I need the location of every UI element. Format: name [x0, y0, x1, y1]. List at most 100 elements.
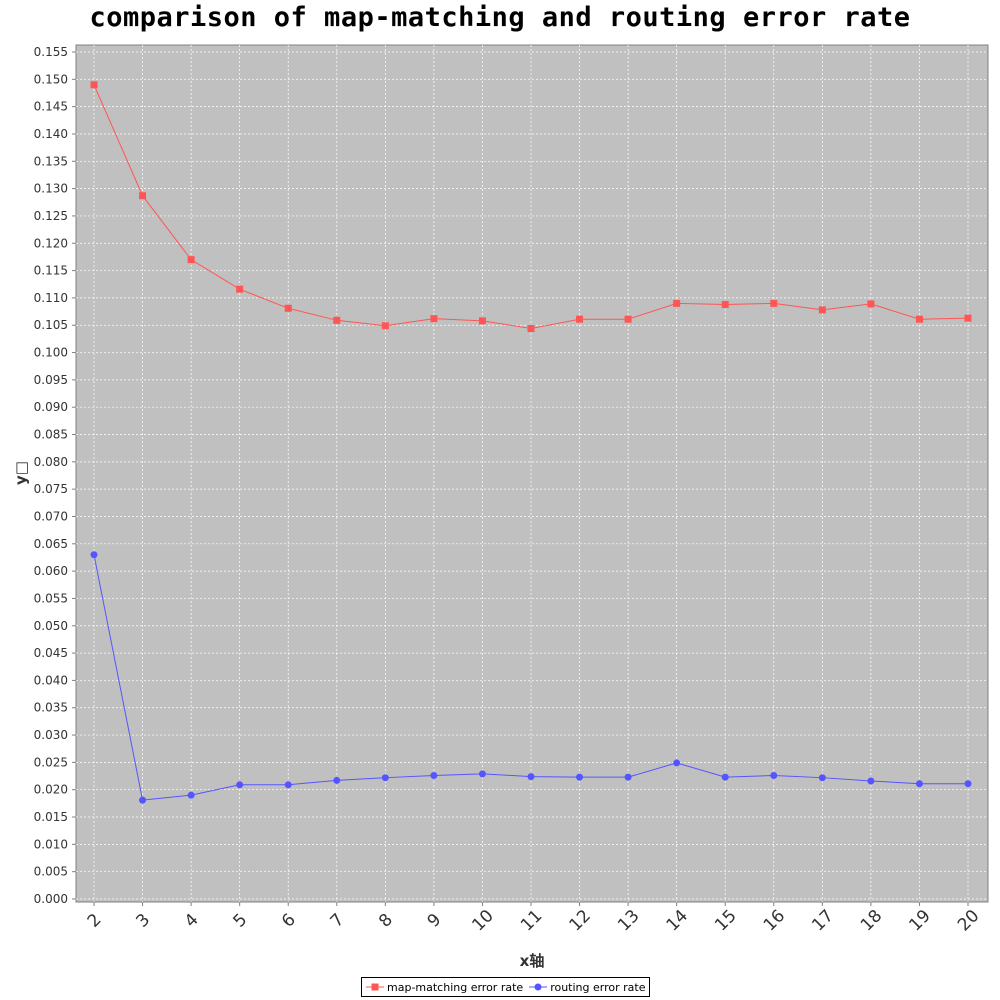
data-point-circle — [333, 776, 341, 784]
y-tick-label: 0.025 — [34, 755, 68, 769]
data-point-square — [770, 299, 778, 307]
y-tick-label: 0.095 — [34, 373, 68, 387]
data-point-square — [187, 256, 195, 264]
x-tick-label: 13 — [614, 906, 643, 935]
legend: map-matching error rate routing error ra… — [361, 977, 651, 997]
data-point-circle — [964, 780, 972, 788]
x-tick-label: 14 — [663, 906, 692, 935]
x-axis-label: x轴 — [520, 952, 545, 970]
x-tick-label: 16 — [760, 906, 789, 935]
data-point-square — [478, 317, 486, 325]
x-tick-label: 9 — [424, 910, 446, 932]
data-point-square — [527, 325, 535, 333]
x-tick-label: 12 — [566, 906, 595, 935]
data-point-circle — [915, 780, 923, 788]
data-point-circle — [478, 770, 486, 778]
data-point-circle — [430, 772, 438, 780]
x-tick-label: 3 — [132, 910, 154, 932]
legend-item-routing: routing error rate — [529, 981, 645, 994]
x-tick-label: 20 — [954, 906, 983, 935]
y-tick-label: 0.135 — [34, 154, 68, 168]
legend-item-map-matching: map-matching error rate — [366, 981, 523, 994]
y-tick-label: 0.075 — [34, 482, 68, 496]
y-tick-label: 0.105 — [34, 318, 68, 332]
x-tick-label: 19 — [905, 906, 934, 935]
y-tick-label: 0.015 — [34, 810, 68, 824]
y-tick-label: 0.085 — [34, 428, 68, 442]
y-axis-label: y□ — [12, 461, 30, 485]
x-tick-label: 17 — [808, 906, 837, 935]
y-tick-label: 0.035 — [34, 701, 68, 715]
y-tick-label: 0.120 — [34, 236, 68, 250]
y-tick-label: 0.060 — [34, 564, 68, 578]
data-point-circle — [624, 773, 632, 781]
x-tick-label: 6 — [278, 910, 300, 932]
data-point-square — [915, 315, 923, 323]
data-point-square — [430, 315, 438, 323]
data-point-circle — [527, 773, 535, 781]
y-tick-label: 0.005 — [34, 865, 68, 879]
data-point-square — [333, 316, 341, 324]
legend-label: map-matching error rate — [387, 980, 524, 994]
data-point-square — [284, 304, 292, 312]
data-point-square — [964, 314, 972, 322]
x-tick-label: 10 — [468, 906, 497, 935]
data-point-circle — [187, 791, 195, 799]
data-point-square — [576, 315, 584, 323]
plot-area — [75, 44, 989, 903]
y-tick-label: 0.130 — [34, 182, 68, 196]
x-tick-label: 2 — [84, 910, 106, 932]
data-point-circle — [818, 774, 826, 782]
data-point-circle — [721, 773, 729, 781]
y-tick-label: 0.145 — [34, 100, 68, 114]
y-tick-label: 0.155 — [34, 45, 68, 59]
data-point-square — [90, 81, 98, 89]
data-point-square — [818, 306, 826, 314]
x-tick-label: 4 — [181, 910, 203, 932]
grid-layer — [76, 45, 988, 902]
y-tick-label: 0.150 — [34, 72, 68, 86]
data-point-circle — [770, 772, 778, 780]
y-tick-label: 0.115 — [34, 264, 68, 278]
y-tick-label: 0.010 — [34, 837, 68, 851]
y-tick-label: 0.100 — [34, 346, 68, 360]
y-tick-label: 0.030 — [34, 728, 68, 742]
data-point-circle — [381, 774, 389, 782]
x-tick-label: 8 — [375, 910, 397, 932]
data-point-square — [867, 300, 875, 308]
x-tick-label: 7 — [327, 910, 349, 932]
data-point-circle — [867, 777, 875, 785]
data-point-square — [139, 192, 147, 200]
x-tick-label: 18 — [857, 906, 886, 935]
data-point-square — [721, 300, 729, 308]
data-point-square — [624, 315, 632, 323]
y-tick-label: 0.000 — [34, 892, 68, 906]
y-tick-label: 0.020 — [34, 783, 68, 797]
data-point-square — [236, 285, 244, 293]
data-point-circle — [576, 773, 584, 781]
y-tick-label: 0.040 — [34, 673, 68, 687]
data-point-square — [673, 299, 681, 307]
legend-label: routing error rate — [550, 980, 646, 994]
x-tick-label: 11 — [517, 906, 546, 935]
chart-title: comparison of map-matching and routing e… — [89, 2, 911, 33]
y-tick-label: 0.055 — [34, 591, 68, 605]
data-point-circle — [139, 796, 147, 804]
y-tick-label: 0.080 — [34, 455, 68, 469]
data-point-square — [381, 322, 389, 330]
data-point-circle — [284, 781, 292, 789]
y-tick-label: 0.050 — [34, 619, 68, 633]
x-tick-label: 5 — [229, 910, 251, 932]
y-tick-label: 0.090 — [34, 400, 68, 414]
y-tick-label: 0.140 — [34, 127, 68, 141]
y-tick-label: 0.110 — [34, 291, 68, 305]
x-tick-label: 15 — [711, 906, 740, 935]
y-tick-label: 0.065 — [34, 537, 68, 551]
y-tick-label: 0.045 — [34, 646, 68, 660]
y-tick-label: 0.125 — [34, 209, 68, 223]
legend-swatch-circle — [529, 983, 548, 991]
data-point-circle — [90, 551, 98, 559]
series-layer — [90, 81, 972, 804]
data-point-circle — [673, 759, 681, 767]
